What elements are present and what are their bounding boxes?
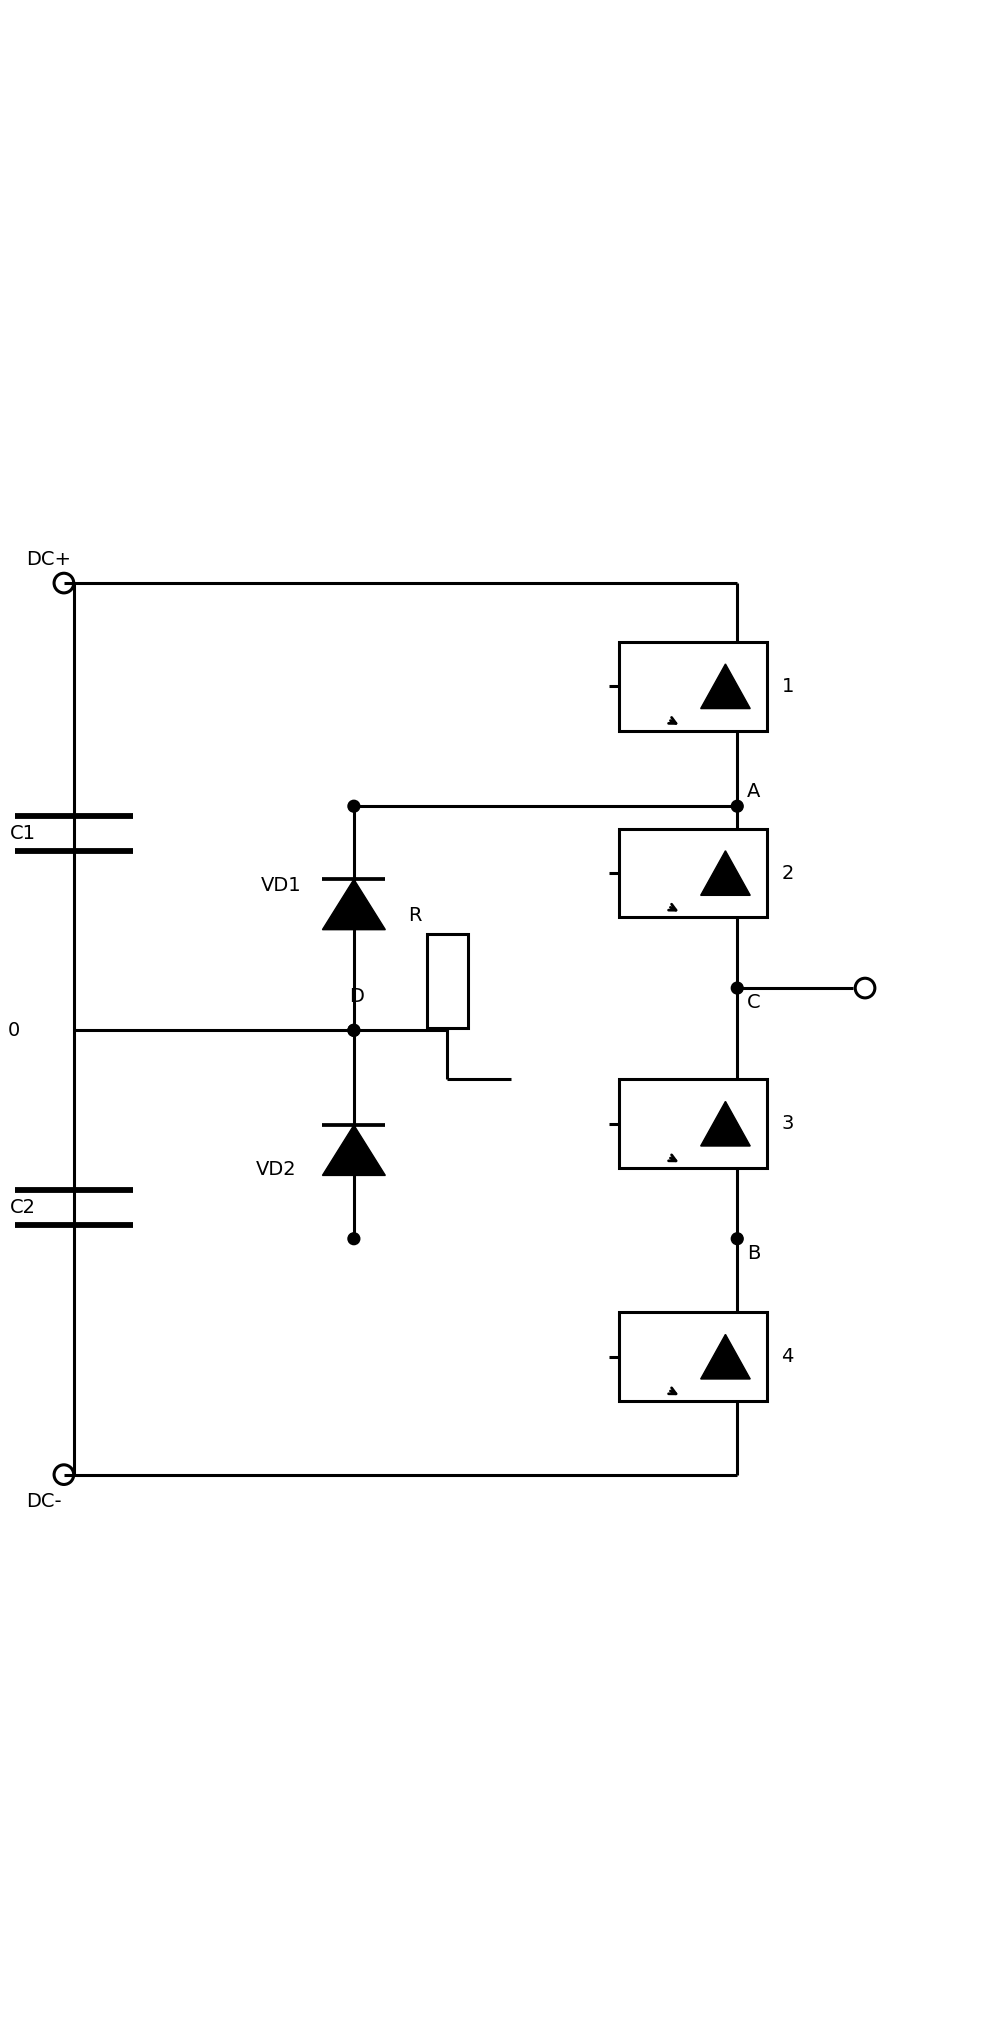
Polygon shape bbox=[701, 1335, 750, 1380]
Polygon shape bbox=[701, 663, 750, 708]
Bar bbox=[619, 1080, 767, 1167]
Text: VD2: VD2 bbox=[256, 1159, 296, 1180]
Circle shape bbox=[348, 800, 360, 812]
Text: 3: 3 bbox=[781, 1114, 794, 1133]
Text: C1: C1 bbox=[10, 825, 35, 843]
Circle shape bbox=[348, 1233, 360, 1245]
Bar bbox=[619, 643, 767, 731]
Circle shape bbox=[348, 1025, 360, 1037]
Text: C: C bbox=[747, 994, 761, 1012]
Text: 0: 0 bbox=[8, 1020, 20, 1039]
Bar bbox=[619, 829, 767, 916]
Text: B: B bbox=[747, 1243, 761, 1263]
Text: R: R bbox=[408, 906, 422, 925]
Polygon shape bbox=[322, 880, 385, 929]
Text: DC+: DC+ bbox=[27, 551, 72, 569]
Circle shape bbox=[348, 1025, 360, 1037]
Text: C2: C2 bbox=[10, 1198, 35, 1216]
Text: DC-: DC- bbox=[27, 1492, 62, 1510]
Text: A: A bbox=[747, 782, 761, 802]
Text: 4: 4 bbox=[781, 1347, 794, 1365]
Circle shape bbox=[731, 1233, 743, 1245]
Circle shape bbox=[731, 800, 743, 812]
Text: VD1: VD1 bbox=[260, 876, 301, 894]
Circle shape bbox=[731, 982, 743, 994]
Text: D: D bbox=[349, 986, 364, 1006]
Polygon shape bbox=[322, 1125, 385, 1176]
Text: 2: 2 bbox=[781, 863, 794, 882]
Bar bbox=[427, 935, 468, 1029]
Polygon shape bbox=[701, 851, 750, 896]
Polygon shape bbox=[701, 1102, 750, 1145]
Bar bbox=[619, 1312, 767, 1400]
Text: 1: 1 bbox=[781, 678, 794, 696]
